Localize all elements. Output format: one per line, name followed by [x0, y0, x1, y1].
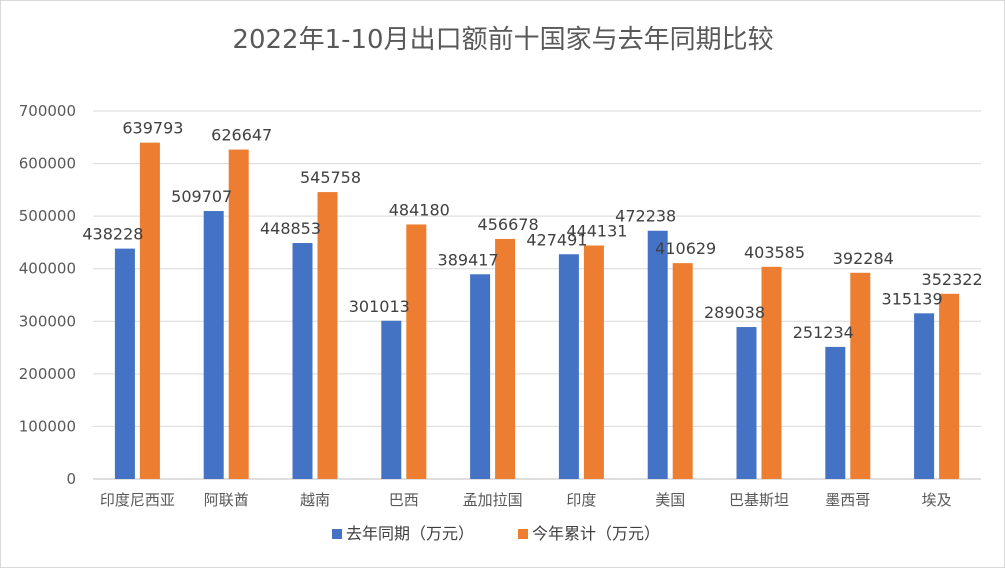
legend-swatch [518, 529, 528, 539]
bar [672, 263, 693, 479]
x-tick-label: 埃及 [922, 491, 952, 509]
legend-label: 今年累计（万元） [532, 524, 660, 543]
bar [558, 254, 579, 479]
gridlines [93, 110, 981, 480]
data-label: 403585 [744, 243, 805, 262]
y-axis-ticks: 0 100000 200000 300000 400000 500000 600000 700… [19, 102, 76, 488]
data-label: 509707 [171, 187, 232, 206]
data-label: 626647 [211, 126, 272, 145]
data-label: 448853 [260, 219, 321, 238]
data-label: 545758 [300, 168, 361, 187]
chart-title: 2022年1-10月出口额前十国家与去年同期比较 [232, 25, 773, 55]
bar [139, 142, 160, 480]
bar [114, 248, 135, 479]
legend-swatch [332, 529, 342, 539]
y-tick-label: 100000 [19, 417, 76, 435]
data-labels: 438228 639793 509707 626647 448853 545758 3010… [82, 119, 982, 342]
x-tick-label: 美国 [655, 491, 685, 509]
bar [381, 320, 402, 479]
data-label: 456678 [478, 215, 539, 234]
data-label: 352322 [922, 270, 983, 289]
bar [825, 346, 846, 479]
y-tick-label: 500000 [19, 207, 76, 225]
x-tick-label: 巴西 [389, 491, 419, 509]
y-tick-label: 700000 [19, 102, 76, 120]
x-tick-label: 阿联酋 [204, 491, 249, 509]
bar [850, 272, 871, 479]
legend: 去年同期（万元） 今年累计（万元） [332, 524, 660, 543]
bars [114, 142, 960, 480]
data-label: 315139 [882, 289, 943, 308]
bar [495, 238, 516, 479]
data-label: 484180 [389, 200, 450, 219]
data-label: 301013 [349, 297, 410, 316]
data-label: 438228 [82, 225, 143, 244]
y-tick-label: 200000 [19, 365, 76, 383]
data-label: 289038 [704, 303, 765, 322]
bar [761, 266, 782, 479]
bar [470, 274, 491, 479]
y-tick-label: 400000 [19, 260, 76, 278]
data-label: 392284 [833, 249, 894, 268]
data-label: 251234 [793, 323, 854, 342]
bar [228, 149, 249, 479]
x-axis-ticks: 印度尼西亚 阿联酋 越南 巴西 孟加拉国 印度 美国 巴基斯坦 墨西哥 埃及 [100, 491, 952, 509]
bar [406, 224, 427, 479]
y-tick-label: 0 [66, 470, 76, 488]
legend-label: 去年同期（万元） [346, 524, 474, 543]
bar [583, 245, 604, 479]
data-label: 444131 [566, 222, 627, 241]
data-label: 427491 [526, 230, 587, 249]
bar [647, 230, 668, 479]
bar [317, 192, 338, 479]
data-label: 472238 [615, 207, 676, 226]
x-tick-label: 印度尼西亚 [100, 491, 175, 509]
bar [736, 327, 757, 479]
bar [914, 313, 935, 479]
x-tick-label: 印度 [566, 491, 596, 509]
data-label: 410629 [655, 239, 716, 258]
x-tick-label: 墨西哥 [825, 491, 870, 509]
y-tick-label: 600000 [19, 155, 76, 173]
data-label: 389417 [438, 250, 499, 269]
bar [203, 211, 224, 480]
y-tick-label: 300000 [19, 312, 76, 330]
data-label: 639793 [122, 119, 183, 138]
x-tick-label: 巴基斯坦 [729, 491, 789, 509]
bar [939, 293, 960, 479]
x-tick-label: 越南 [300, 491, 330, 509]
bar [292, 243, 313, 479]
x-tick-label: 孟加拉国 [463, 491, 523, 509]
